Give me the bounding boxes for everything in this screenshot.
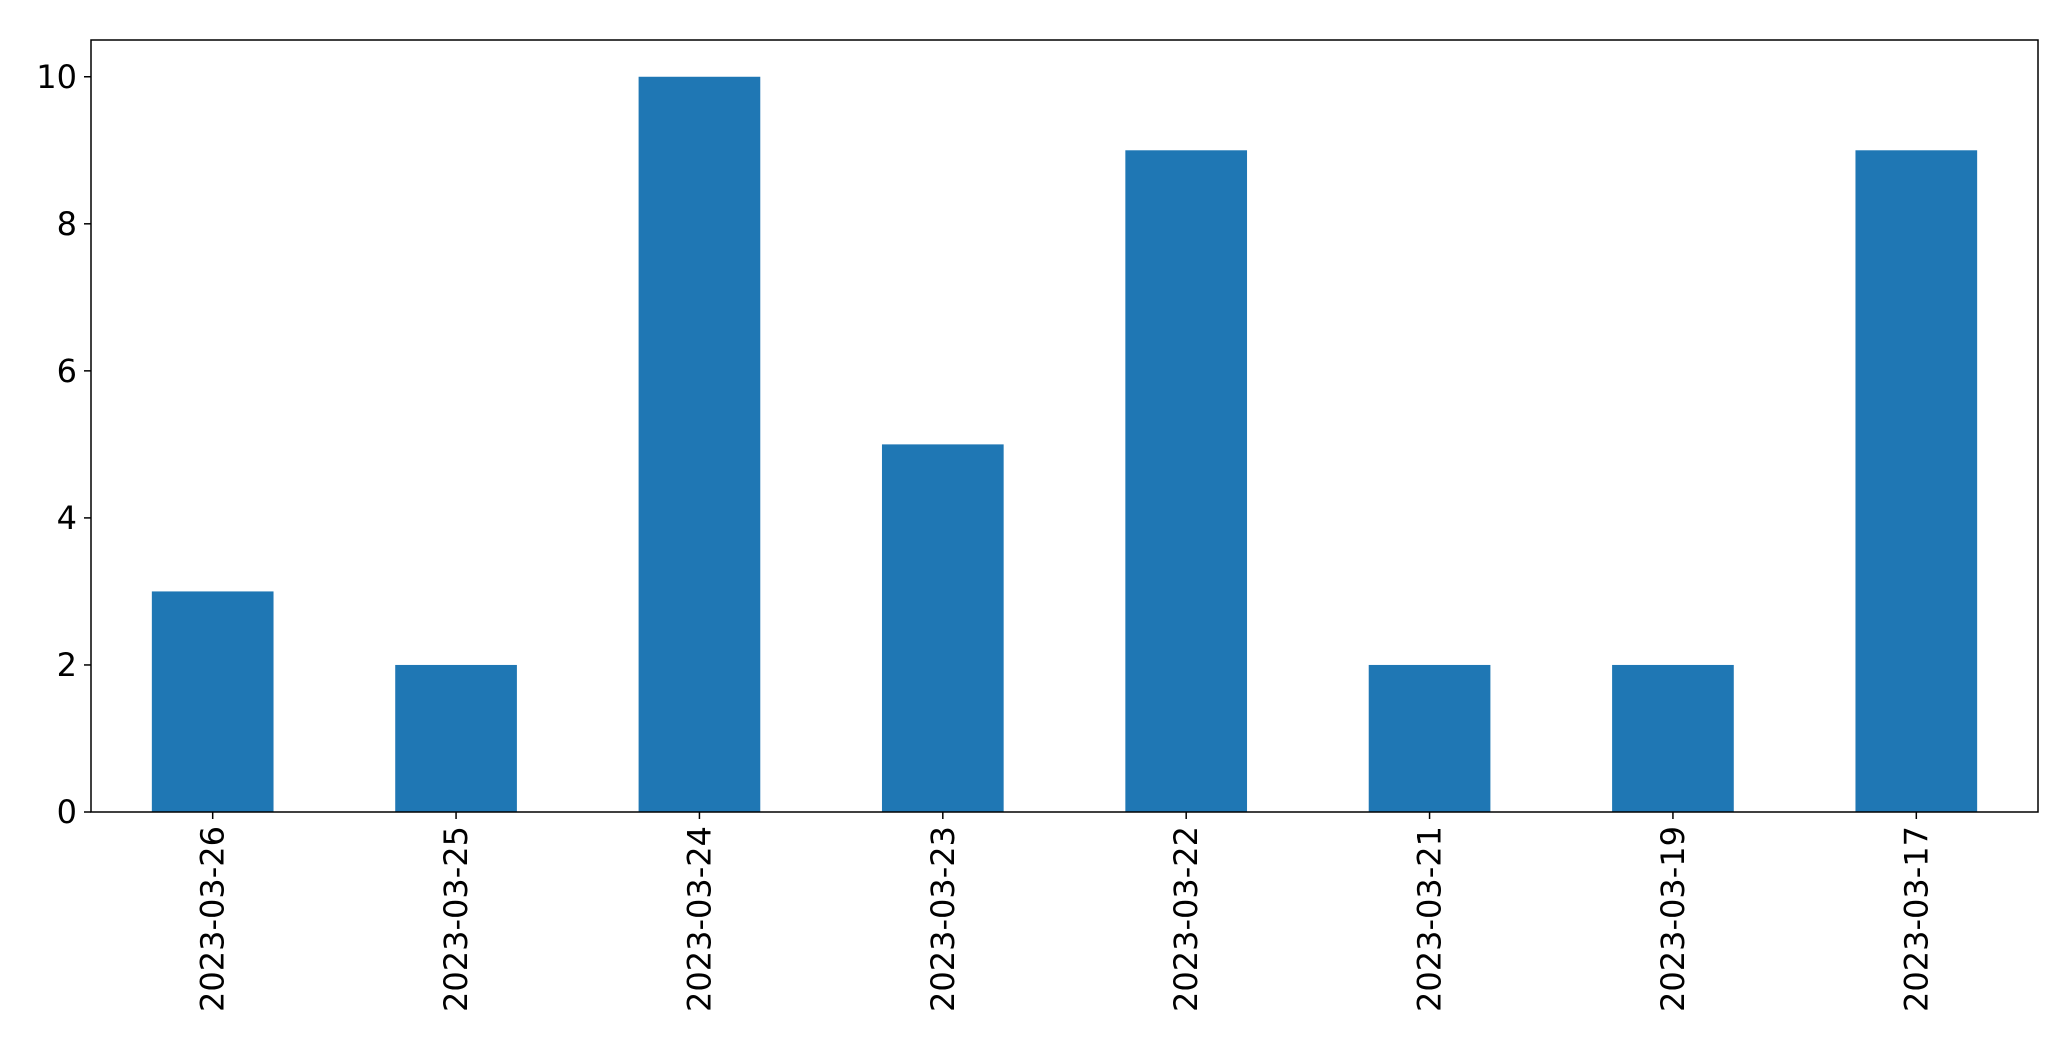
x-tick-label: 2023-03-25 (437, 826, 475, 1012)
y-tick-label: 8 (57, 205, 77, 243)
plot-frame (90, 39, 2039, 813)
bar (395, 664, 517, 812)
x-tick-label: 2023-03-26 (194, 826, 232, 1012)
bar (1125, 150, 1248, 813)
bar (638, 76, 761, 812)
x-tick-label: 2023-03-19 (1654, 826, 1692, 1012)
y-tick-label: 2 (57, 646, 77, 684)
x-tick-label: 2023-03-21 (1411, 826, 1449, 1012)
y-tick-label: 0 (57, 793, 77, 831)
bar (1368, 664, 1491, 812)
y-tick-label: 4 (57, 499, 77, 537)
x-tick-label: 2023-03-23 (924, 826, 962, 1012)
x-tick-label: 2023-03-24 (680, 826, 718, 1012)
bar (1612, 664, 1734, 812)
x-tick-label: 2023-03-17 (1897, 826, 1935, 1012)
y-tick-label: 10 (36, 58, 77, 96)
bar (881, 444, 1004, 812)
bar (1855, 150, 1978, 813)
bar (151, 591, 274, 812)
y-axis: 0 2 4 6 8 10 (36, 58, 91, 831)
y-tick-label: 6 (57, 352, 77, 390)
x-axis: 2023-03-26 2023-03-25 2023-03-24 2023-03-23… (194, 812, 1935, 1012)
bars-group (151, 76, 1978, 813)
x-tick-label: 2023-03-22 (1167, 826, 1205, 1012)
